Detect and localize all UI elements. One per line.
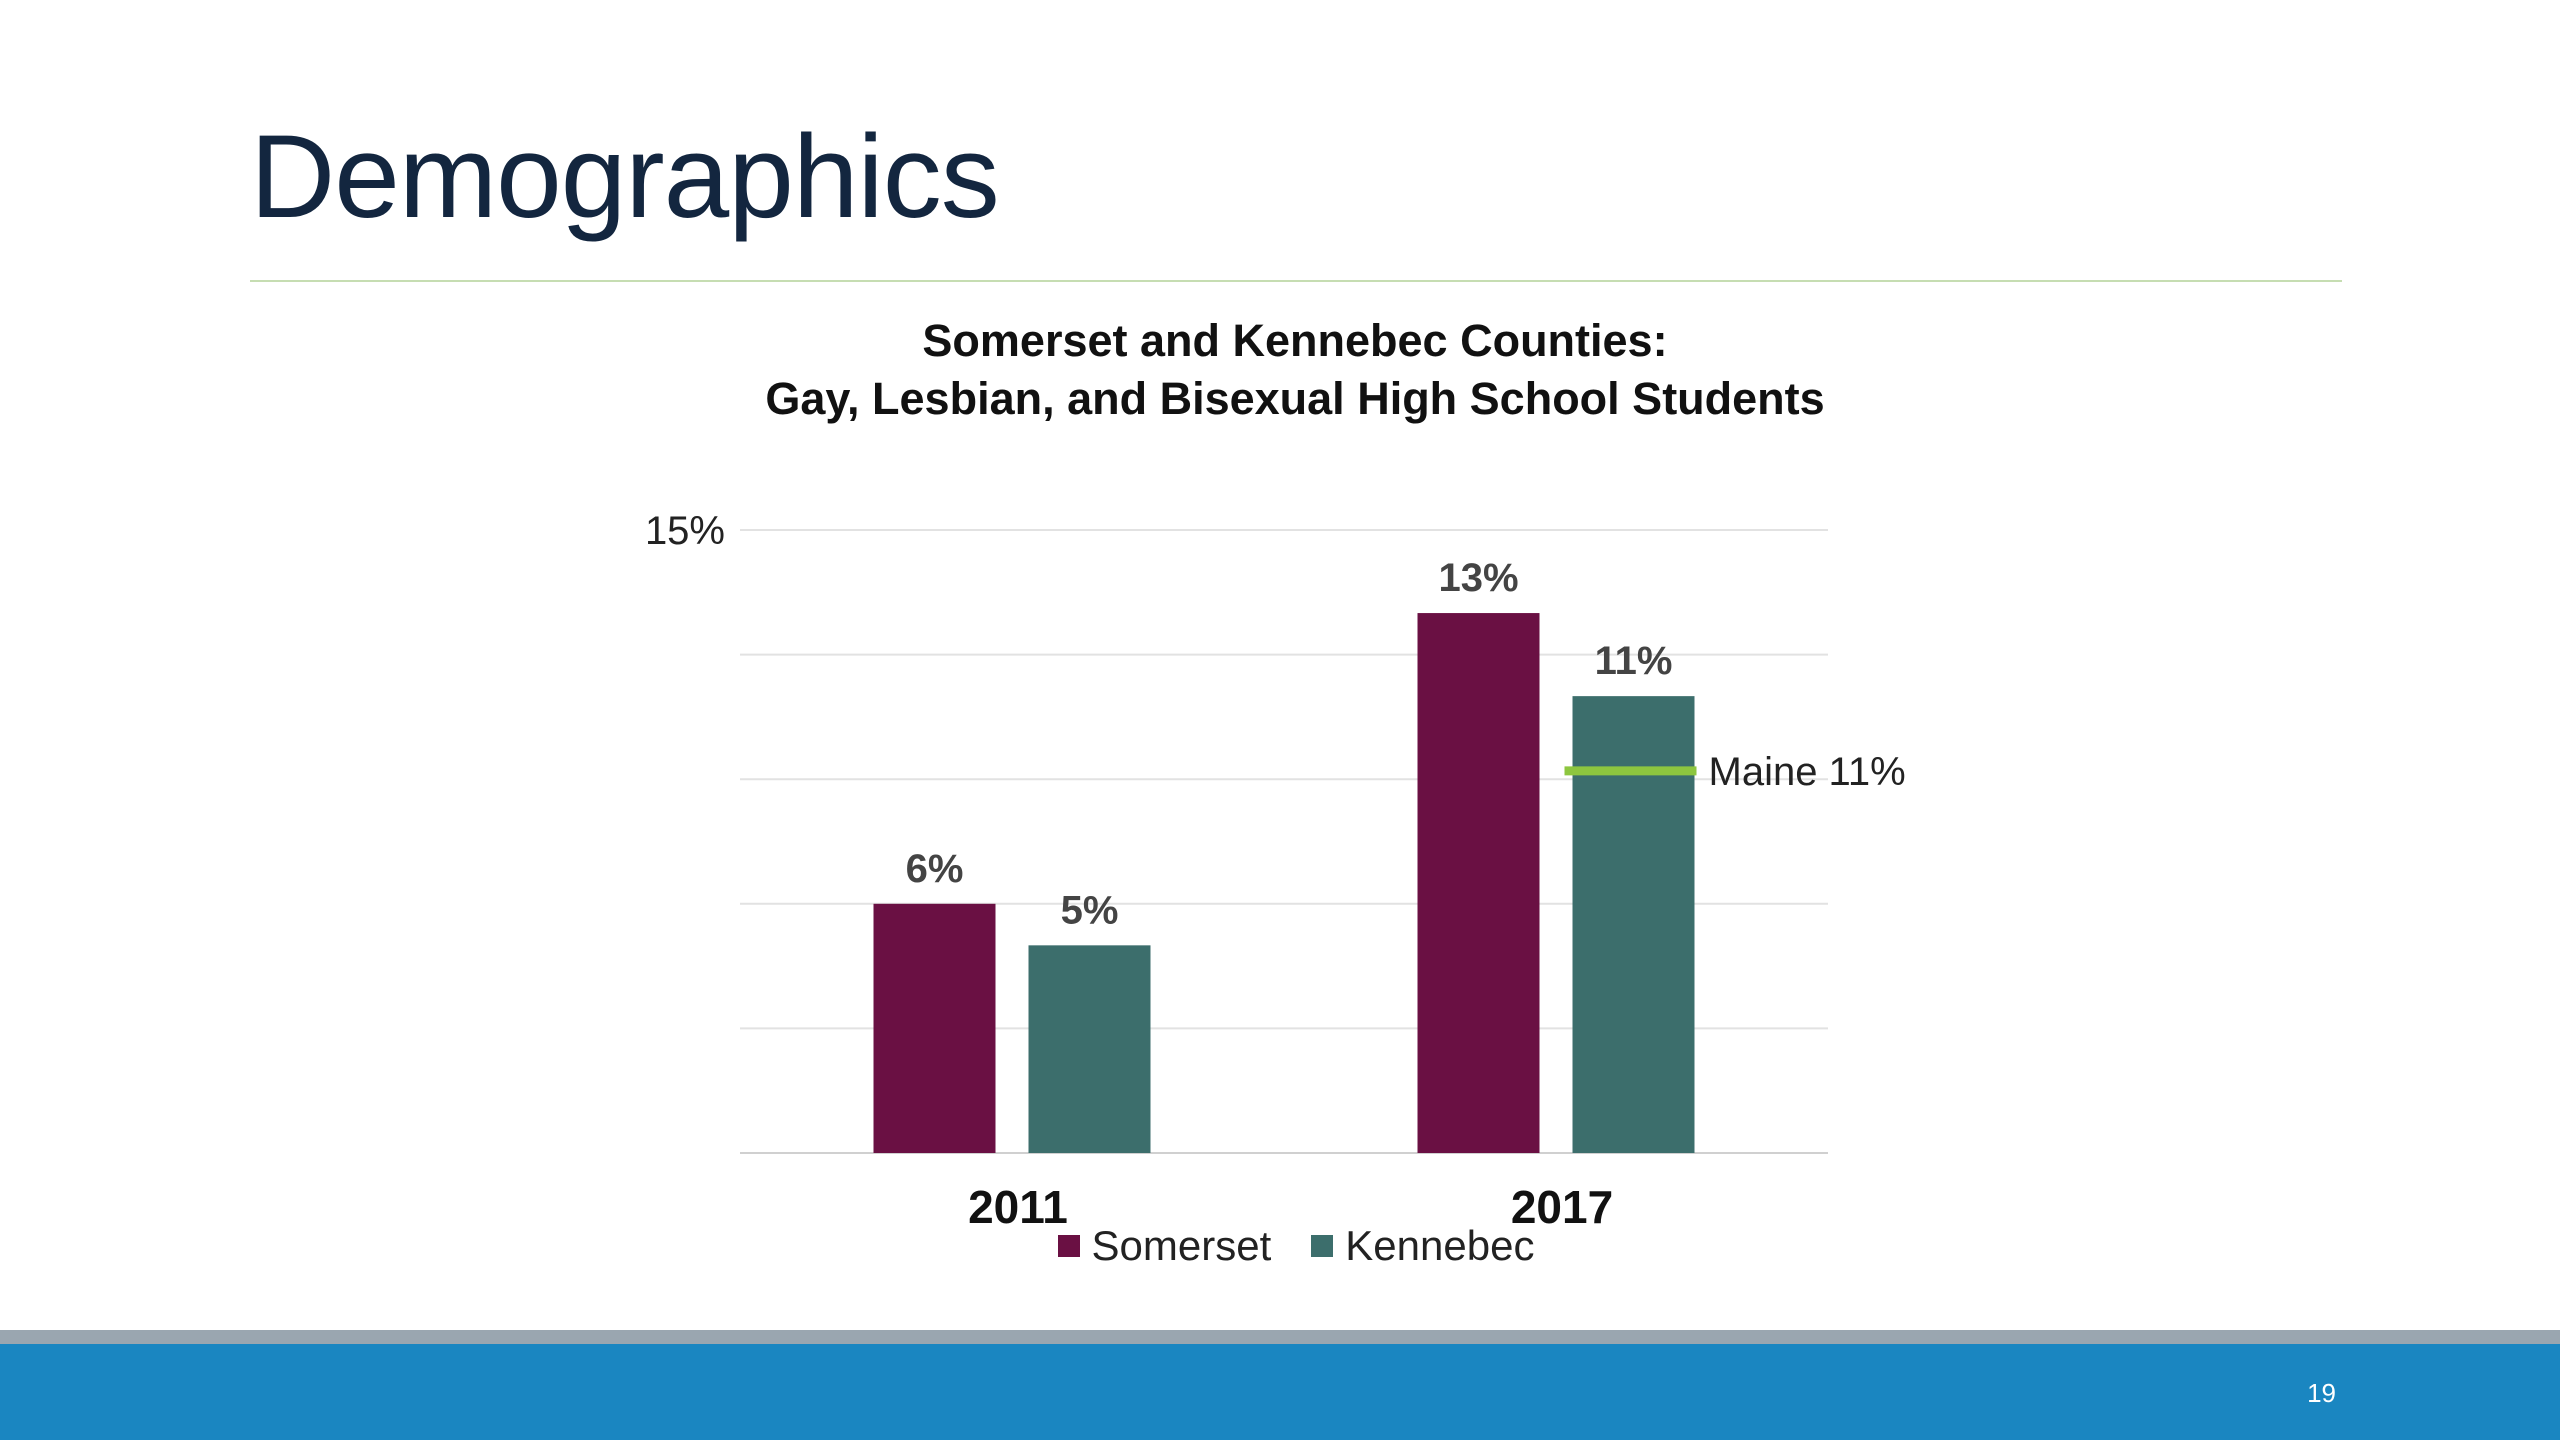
data-label-kennebec-2011: 5% [1061,888,1119,932]
legend-swatch-kennebec [1311,1235,1334,1257]
slide-title: Demographics [250,111,1000,243]
footer-stripe [0,1330,2560,1344]
chart-title: Somerset and Kennebec Counties: Gay, Les… [0,312,2560,428]
maine-reference-label: Maine 11% [1709,750,1906,794]
legend-item-kennebec: Kennebec [1311,1222,1534,1270]
bar-somerset-2017 [1417,613,1540,1153]
legend-label-somerset: Somerset [1091,1222,1272,1269]
bar-somerset-2011 [873,903,996,1153]
chart-title-line-1: Somerset and Kennebec Counties: [922,315,1668,366]
data-label-somerset-2011: 6% [906,847,964,891]
x-tick-label-2011: 2011 [968,1181,1068,1233]
bar-kennebec-2017 [1572,696,1695,1153]
x-tick-label-2017: 2017 [1511,1181,1613,1233]
page-number: 19 [2307,1378,2336,1408]
chart-legend: Somerset Kennebec [0,1222,2560,1270]
legend-swatch-somerset [1057,1235,1080,1257]
data-label-somerset-2017: 13% [1438,556,1518,600]
bar-kennebec-2011 [1028,945,1151,1153]
data-label-kennebec-2017: 11% [1595,639,1673,683]
legend-item-somerset: Somerset [1057,1222,1272,1270]
y-tick-label: 15% [645,509,725,553]
legend-label-kennebec: Kennebec [1345,1222,1535,1269]
chart-title-line-2: Gay, Lesbian, and Bisexual High School S… [765,373,1825,424]
title-divider [250,280,2342,282]
footer-bar [0,1344,2560,1440]
